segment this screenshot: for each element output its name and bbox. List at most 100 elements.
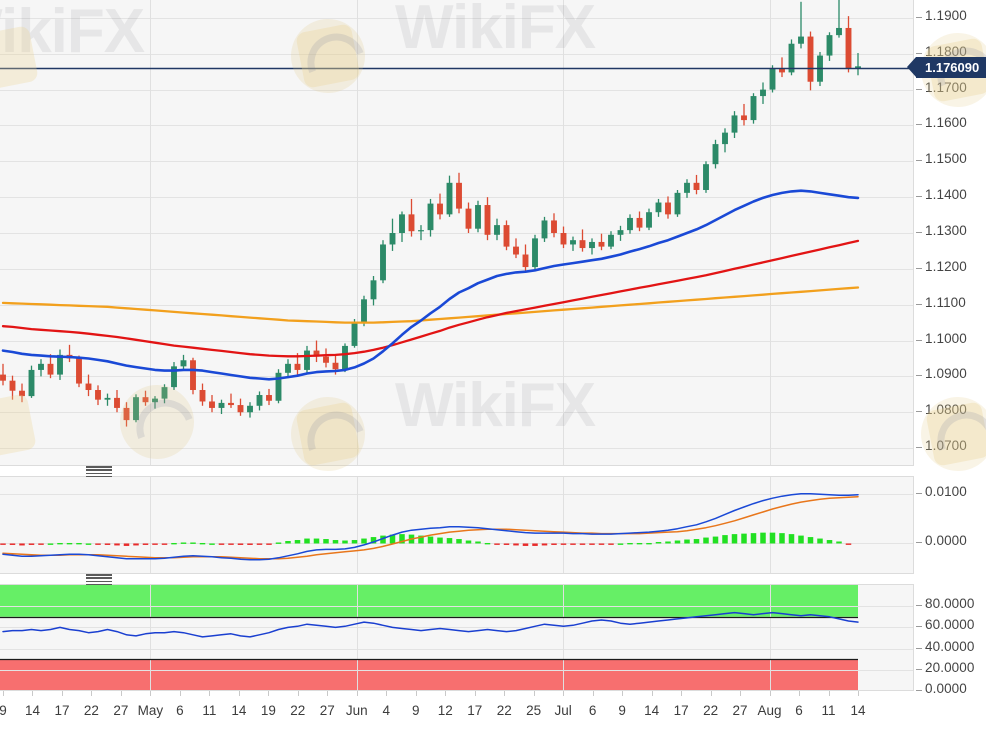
- price-axis-tick: [916, 124, 922, 126]
- price-axis-label: 1.1900: [925, 7, 967, 23]
- rsi-axis-tick: [916, 668, 922, 670]
- price-axis-tick: [916, 447, 922, 449]
- macd-axis-label: 0.0100: [925, 484, 967, 500]
- price-axis-label: 1.0900: [925, 366, 967, 382]
- date-axis-label: 12: [437, 703, 453, 718]
- date-axis-tick: [858, 691, 859, 696]
- rsi-axis-tick: [916, 647, 922, 649]
- date-axis-label: 9: [618, 703, 626, 718]
- date-axis-tick: [209, 691, 210, 696]
- price-axis-label: 1.1000: [925, 330, 967, 346]
- date-axis-label: 17: [673, 703, 689, 718]
- date-axis-tick: [799, 691, 800, 696]
- date-axis-tick: [563, 691, 564, 696]
- rsi-axis-label: 60.0000: [925, 617, 975, 633]
- date-axis-label: 14: [24, 703, 40, 718]
- date-axis-tick: [652, 691, 653, 696]
- date-axis-label: 27: [113, 703, 129, 718]
- date-axis-tick: [681, 691, 682, 696]
- date-axis-label: Jun: [345, 703, 368, 718]
- date-axis-label: 11: [821, 703, 836, 718]
- date-axis-label: 27: [319, 703, 335, 718]
- date-axis-label: 17: [54, 703, 70, 718]
- macd-panel-resize-handle[interactable]: [86, 466, 112, 478]
- rsi-axis-label: 80.0000: [925, 596, 975, 612]
- rsi-axis-label: 0.0000: [925, 681, 967, 696]
- date-axis-tick: [268, 691, 269, 696]
- date-axis-label: 6: [588, 703, 597, 718]
- macd-plot-area[interactable]: [0, 477, 913, 573]
- rsi-indicator-panel[interactable]: [0, 584, 914, 691]
- rsi-svg: [0, 585, 913, 690]
- macd-indicator-panel[interactable]: [0, 476, 914, 574]
- date-axis-tick: [298, 691, 299, 696]
- date-axis-tick: [475, 691, 476, 696]
- date-axis-tick: [711, 691, 712, 696]
- date-axis-label: 22: [83, 703, 99, 718]
- date-axis-tick: [150, 691, 151, 696]
- date-axis-label: May: [137, 703, 164, 718]
- date-axis-tick: [445, 691, 446, 696]
- rsi-axis-tick: [916, 626, 922, 628]
- date-axis-tick: [121, 691, 122, 696]
- date-axis-label: 14: [644, 703, 660, 718]
- date-axis-label: 14: [231, 703, 247, 718]
- date-axis-label: 22: [290, 703, 306, 718]
- date-axis-tick: [534, 691, 535, 696]
- date-axis-tick: [386, 691, 387, 696]
- date-axis-tick: [3, 691, 4, 696]
- date-axis-label: 22: [496, 703, 512, 718]
- date-axis-label: 19: [260, 703, 276, 718]
- price-candlestick-svg: [0, 0, 913, 465]
- price-axis-label: 1.1800: [925, 43, 967, 59]
- price-axis-tick: [916, 411, 922, 413]
- price-axis-label: 1.1200: [925, 258, 967, 274]
- date-axis-tick: [740, 691, 741, 696]
- date-axis-tick: [593, 691, 594, 696]
- price-axis-tick: [916, 88, 922, 90]
- date-axis-label: 9: [0, 703, 7, 718]
- rsi-panel-resize-handle[interactable]: [86, 574, 112, 586]
- price-axis-tick: [916, 16, 922, 18]
- rsi-axis-label: 20.0000: [925, 659, 975, 675]
- date-axis-label: 17: [467, 703, 483, 718]
- date-axis-tick: [91, 691, 92, 696]
- price-axis-tick: [916, 52, 922, 54]
- price-axis-tick: [916, 267, 922, 269]
- date-axis-tick: [62, 691, 63, 696]
- date-axis-tick: [622, 691, 623, 696]
- date-axis-label: 6: [176, 703, 184, 718]
- current-price-badge[interactable]: 1.176090: [906, 56, 986, 78]
- price-axis-tick: [916, 375, 922, 377]
- date-axis-label: 11: [202, 703, 217, 718]
- price-chart-panel[interactable]: [0, 0, 914, 466]
- price-plot-area[interactable]: [0, 0, 913, 465]
- date-axis-label: 14: [850, 703, 866, 718]
- macd-svg: [0, 477, 913, 573]
- date-axis-label: 22: [703, 703, 719, 718]
- date-axis-tick: [504, 691, 505, 696]
- date-axis-tick: [239, 691, 240, 696]
- rsi-axis-tick: [916, 605, 922, 607]
- price-axis-tick: [916, 196, 922, 198]
- date-axis-tick: [327, 691, 328, 696]
- price-axis-label: 1.1400: [925, 187, 967, 203]
- date-axis-tick: [357, 691, 358, 696]
- price-axis-tick: [916, 160, 922, 162]
- date-axis-tick: [32, 691, 33, 696]
- date-axis-tick: [416, 691, 417, 696]
- date-axis-label: Jul: [554, 703, 572, 718]
- macd-axis-tick: [916, 493, 922, 495]
- date-axis-tick: [770, 691, 771, 696]
- price-axis-label: 1.0800: [925, 402, 967, 418]
- macd-axis-label: 0.0000: [925, 533, 967, 549]
- rsi-plot-area[interactable]: [0, 585, 913, 690]
- date-axis-label: 9: [411, 703, 420, 718]
- price-axis-tick: [916, 232, 922, 233]
- price-axis-label: 1.1100: [925, 294, 966, 310]
- macd-axis-tick: [916, 542, 922, 544]
- price-axis-label: 1.1700: [925, 79, 967, 95]
- date-axis-label: Aug: [757, 703, 782, 718]
- price-axis-label: 1.0700: [925, 438, 967, 454]
- price-axis-label: 1.1600: [925, 115, 967, 131]
